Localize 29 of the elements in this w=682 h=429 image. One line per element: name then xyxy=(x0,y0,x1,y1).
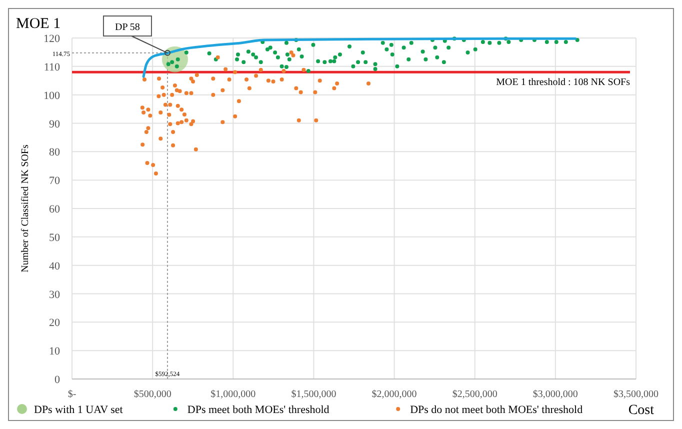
x-tick-label: $1,500,000 xyxy=(291,389,336,400)
y-tick-label: 110 xyxy=(44,61,60,74)
legend-label: DPs do not meet both MOEs' threshold xyxy=(410,404,584,416)
y-tick-label: 30 xyxy=(49,288,60,301)
y-axis-title: Number of Classified NK SOFs xyxy=(20,144,31,272)
legend-label: DPs with 1 UAV set xyxy=(34,404,123,416)
chart-title: MOE 1 xyxy=(16,16,61,32)
y-tick-label: 70 xyxy=(49,175,60,188)
y-tick-label: 0 xyxy=(54,374,60,386)
y-tick-label: 50 xyxy=(49,232,60,244)
x-tick-label: $3,500,000 xyxy=(614,389,658,400)
y-tick-label: 120 xyxy=(44,33,60,45)
x-tick-label: $2,000,000 xyxy=(372,389,417,400)
annotation: DP 58 xyxy=(115,22,140,33)
y-tick-label: 40 xyxy=(49,260,60,272)
y-tick-label: 80 xyxy=(49,146,60,159)
y-tick-label: 10 xyxy=(49,346,60,358)
x-tick-label: $1,000,000 xyxy=(210,389,256,400)
x-tick-label: $3,000,000 xyxy=(532,389,578,400)
y-tick-label: 100 xyxy=(44,90,60,102)
x-tick-label: $2,500,000 xyxy=(452,389,498,400)
x-tick-label: $- xyxy=(68,389,76,400)
legend-label: DPs meet both MOEs' threshold xyxy=(187,404,330,416)
y-tick-label: 90 xyxy=(49,118,60,130)
ref-line-label: MOE 1 threshold : 108 NK SOFs xyxy=(496,77,630,88)
y-tick-label: 60 xyxy=(49,204,60,216)
x-tick-label: $500,000 xyxy=(134,389,172,400)
y-tick-label: 20 xyxy=(49,317,60,330)
x-axis-title: Cost xyxy=(628,403,654,418)
